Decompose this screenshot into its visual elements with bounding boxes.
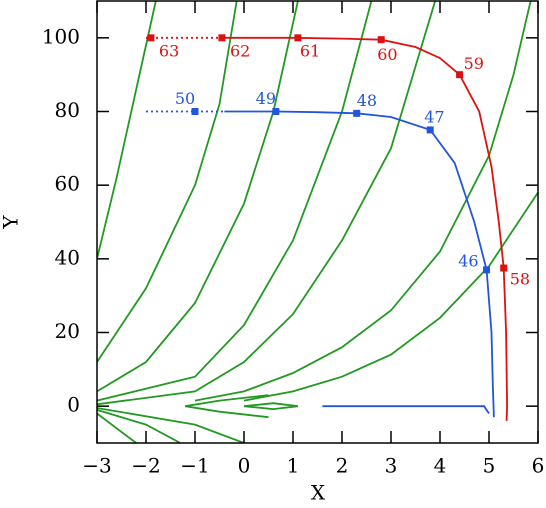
point-label: 48 xyxy=(357,91,377,110)
point-marker xyxy=(353,109,361,117)
point-label: 46 xyxy=(458,251,478,270)
x-tick-label: −3 xyxy=(82,454,111,478)
curve xyxy=(185,394,269,408)
curve xyxy=(97,1,373,402)
curve xyxy=(194,1,532,402)
point-marker xyxy=(377,36,385,44)
curve xyxy=(322,405,490,415)
y-tick-label: 0 xyxy=(67,393,80,417)
x-tick-label: 0 xyxy=(238,454,251,478)
point-label: 49 xyxy=(256,89,276,108)
curve xyxy=(97,412,137,443)
curve xyxy=(243,192,538,402)
point-label: 59 xyxy=(464,54,484,73)
curve xyxy=(224,36,509,421)
x-tick-label: 4 xyxy=(434,454,447,478)
point-marker xyxy=(218,34,226,42)
x-tick-label: 3 xyxy=(385,454,398,478)
y-tick-label: 40 xyxy=(55,245,80,269)
x-tick-label: −2 xyxy=(131,454,160,478)
point-marker xyxy=(147,34,155,42)
y-tick-label: 20 xyxy=(55,319,80,343)
curve xyxy=(97,1,299,393)
point-label: 58 xyxy=(510,270,530,289)
point-marker xyxy=(294,34,302,42)
plot-area xyxy=(97,1,538,443)
point-label: 47 xyxy=(424,107,444,126)
curve xyxy=(97,409,181,443)
point-marker xyxy=(500,264,508,272)
point-label: 62 xyxy=(230,41,250,60)
curve xyxy=(97,407,245,443)
curve xyxy=(185,405,269,419)
y-tick-label: 100 xyxy=(42,24,80,48)
x-tick-label: 2 xyxy=(336,454,349,478)
y-axis-label: Y xyxy=(0,215,23,230)
point-marker xyxy=(483,266,491,274)
y-tick-label: 60 xyxy=(55,172,80,196)
point-marker xyxy=(191,108,199,115)
curve xyxy=(97,1,238,363)
curve xyxy=(224,110,495,418)
curve xyxy=(97,1,157,260)
point-marker xyxy=(456,71,464,79)
curve xyxy=(97,1,436,406)
point-label: 63 xyxy=(159,41,179,60)
y-tick-label: 80 xyxy=(55,98,80,122)
x-tick-label: 5 xyxy=(483,454,496,478)
curve xyxy=(243,402,299,408)
x-tick-label: 1 xyxy=(287,454,300,478)
x-tick-label: 6 xyxy=(532,454,545,478)
x-axis-label: X xyxy=(311,481,326,505)
plot-frame xyxy=(96,0,539,444)
point-marker xyxy=(426,126,434,134)
x-tick-label: −1 xyxy=(180,454,209,478)
point-label: 61 xyxy=(300,41,320,60)
point-marker xyxy=(272,108,280,115)
point-label: 50 xyxy=(175,89,195,108)
point-label: 60 xyxy=(377,45,397,64)
curve xyxy=(243,405,299,411)
